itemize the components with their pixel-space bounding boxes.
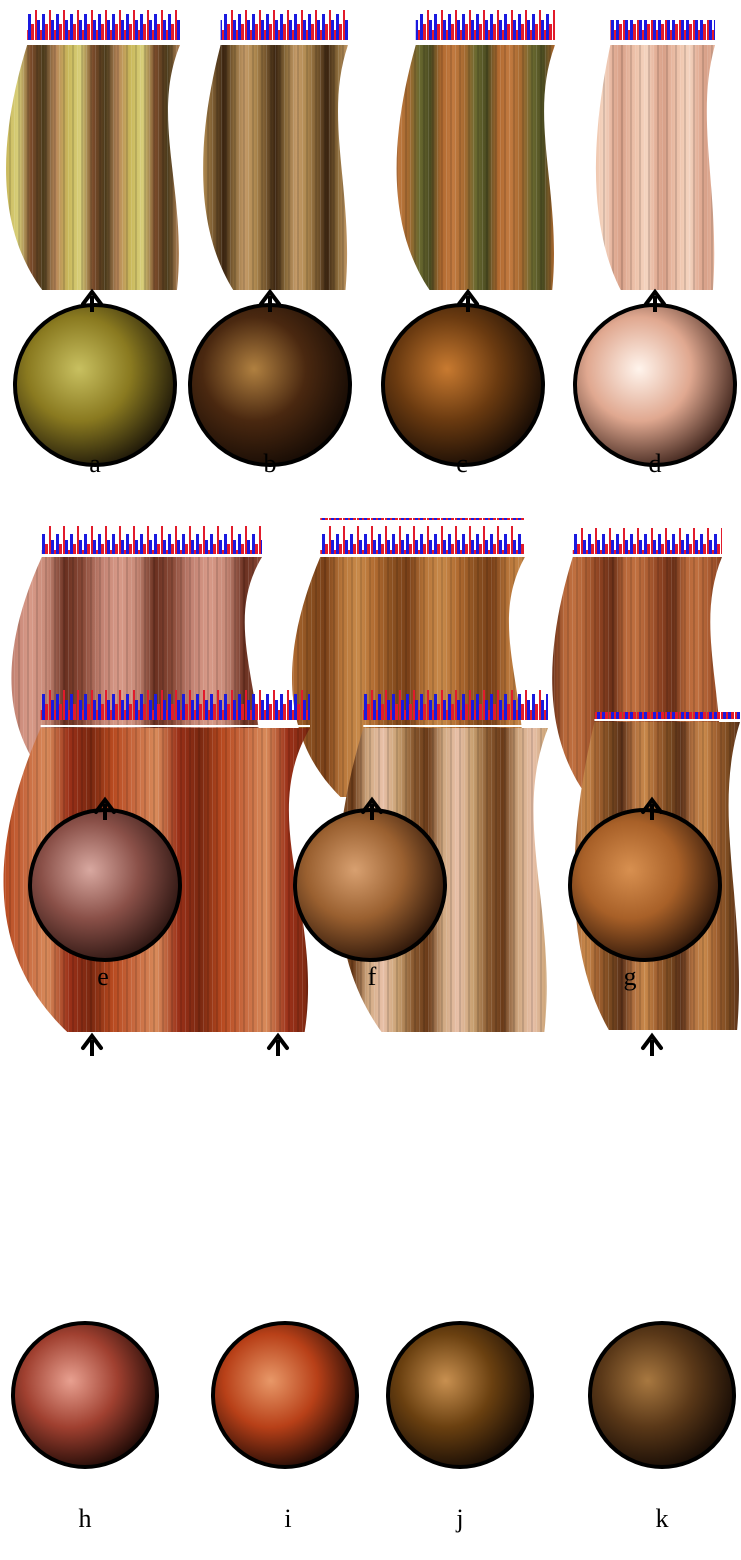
panel-label: c [456, 449, 468, 478]
histogram [573, 528, 722, 554]
histogram [27, 10, 180, 42]
histogram [320, 518, 525, 554]
endoscopy-frame [295, 810, 445, 960]
panel-label: i [284, 1504, 291, 1533]
histogram [594, 712, 740, 719]
strip-texture [596, 45, 715, 290]
histogram [610, 20, 715, 42]
endoscopy-frame [213, 1323, 357, 1467]
endoscopy-frame [190, 305, 350, 465]
panel-label: f [368, 962, 377, 991]
strip-texture [6, 45, 180, 290]
strip-texture [397, 45, 555, 290]
panel-label: a [89, 449, 101, 478]
panel-label: k [656, 1504, 669, 1533]
histogram [221, 10, 348, 42]
endoscopy-frame [30, 810, 180, 960]
endoscopy-frame [383, 305, 543, 465]
panel-label: b [264, 449, 277, 478]
strip-texture [203, 45, 348, 290]
histogram [42, 525, 262, 554]
histogram [41, 690, 310, 725]
panel-label: g [624, 962, 637, 991]
endoscopy-frame [575, 305, 735, 465]
histogram [416, 10, 555, 42]
figure: a b c d e f g h i j k [0, 0, 741, 1555]
endoscopy-frame [13, 1323, 157, 1467]
endoscopy-frame [15, 305, 175, 465]
endoscopy-frame [388, 1323, 532, 1467]
page: abcdefghijk (() => { const data = JSON.p… [0, 0, 741, 1555]
endoscopy-frame [570, 810, 720, 960]
panel-label: h [79, 1504, 92, 1533]
panel-label: j [455, 1504, 463, 1533]
panel-label: e [97, 962, 109, 991]
endoscopy-frame [590, 1323, 734, 1467]
panel-label: d [649, 449, 662, 478]
histogram [363, 690, 548, 725]
